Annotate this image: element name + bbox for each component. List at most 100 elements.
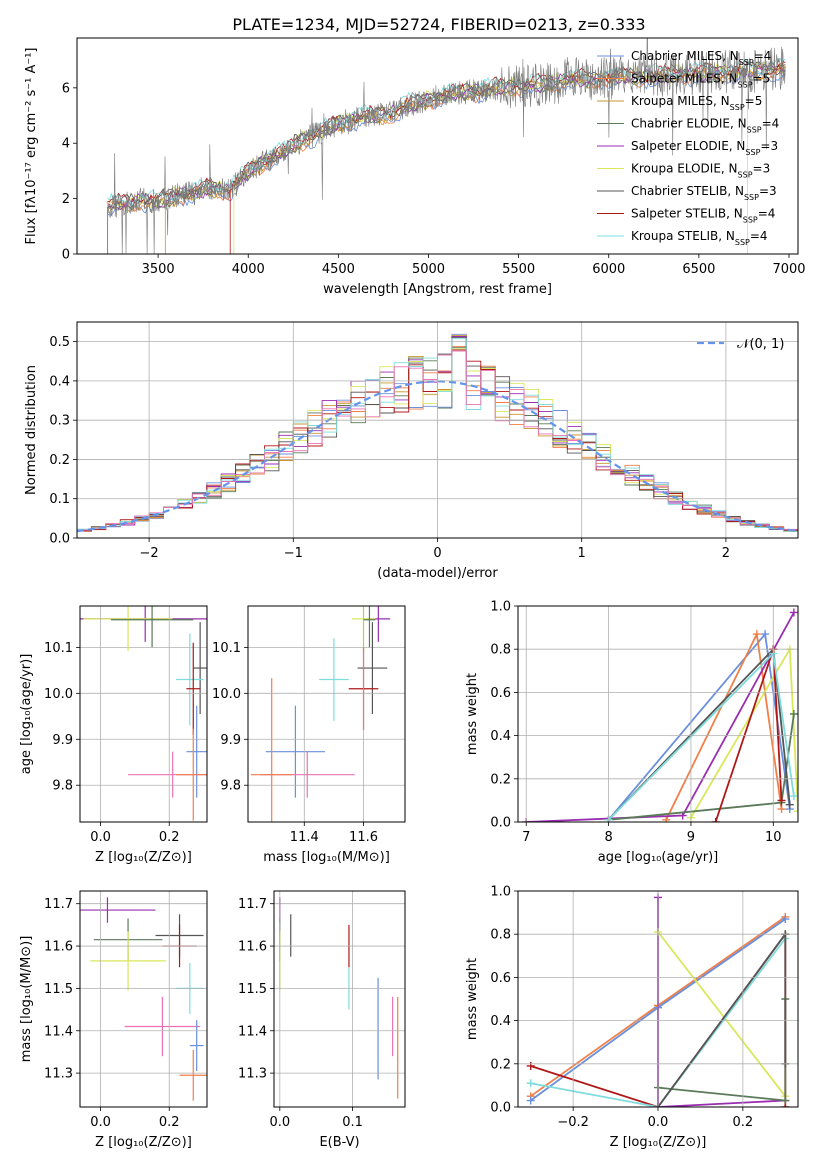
weight_vs_age-ytick-label-4: 0.8: [490, 643, 511, 658]
mass_vs_Z-xtick-label-1: 0.2: [159, 1115, 180, 1130]
spectrum-xtick-label-7: 7000: [772, 262, 805, 277]
weight_vs_age-series-4-marker-2: [789, 710, 798, 718]
age_vs_Z-ytick-label-2: 10.0: [44, 687, 73, 702]
weight_vs_age-series-0-marker-1: [761, 630, 770, 639]
mass_vs_Z-xtick-label-0: 0.0: [90, 1115, 111, 1130]
weight_vs_age-series-3-marker-2: [794, 807, 798, 816]
spectrum-frame: [76, 37, 799, 255]
residuals-xtick-label-3: 1: [578, 546, 586, 561]
weight_vs_age-series-6-marker-2: [777, 796, 786, 805]
age_vs_Z-ytick-label-3: 10.1: [44, 641, 73, 656]
mass_vs_ebv-ytick-label-0: 11.3: [238, 1067, 267, 1082]
residuals-panel: −2 −1 0 1 2 0.0 0.1 0.2 0.3 0.4 0.5 (data-model)/er…: [24, 321, 799, 581]
mass_vs_ebv-xlabel: E(B-V): [319, 1135, 359, 1150]
age_vs_Z-frame: [79, 605, 208, 823]
weight_vs_Z-ytick-label-2: 0.4: [490, 1014, 511, 1029]
spectrum-ytick-label-0: 0: [62, 248, 70, 263]
residuals-ytick-label-4: 0.4: [49, 374, 70, 389]
mass_vs_Z-ytick-label-3: 11.6: [44, 940, 73, 955]
age_vs_Z-ytick-label-1: 9.9: [52, 733, 73, 748]
age_vs_Z-panel: 0.0 0.2 9.8 9.9 10.0 10.1 Z [log₁₀(Z/Z⊙)] age […: [19, 605, 208, 865]
weight_vs_age-series-7-marker-2: [789, 792, 798, 801]
mass_vs_ebv-ytick-label-2: 11.5: [238, 982, 267, 997]
age_vs_mass-ytick-label-3: 10.1: [212, 641, 241, 656]
legend-label-4: Salpeter ELODIE, NSSP=3: [631, 139, 778, 157]
mass_vs_Z-ytick-label-0: 11.3: [44, 1067, 73, 1082]
weight_vs_age-series-4: [608, 713, 795, 821]
legend-label-6: Chabrier STELIB, NSSP=3: [631, 184, 777, 202]
spectrum-xtick-label-4: 5500: [502, 262, 535, 277]
weight_vs_age-frame: [517, 605, 799, 823]
mass_vs_Z-ytick-label-2: 11.5: [44, 982, 73, 997]
weight_vs_age-series-7: [607, 651, 795, 821]
weight_vs_age-plot-area: [522, 608, 798, 822]
residuals-xtick-label-1: −1: [284, 546, 303, 561]
spectrum-xtick-label-0: 3500: [142, 262, 175, 277]
weight_vs_age-series-2-marker-2: [789, 608, 798, 617]
legend-label-0: Chabrier MILES, NSSP=4: [631, 49, 771, 67]
mass_vs_ebv-ytick-label-1: 11.4: [238, 1024, 267, 1039]
weight_vs_Z-series-6-marker-1: [781, 1096, 790, 1105]
weight_vs_age-ytick-label-3: 0.6: [490, 686, 511, 701]
weight_vs_age-xlabel: age [log₁₀(age/yr)]: [598, 850, 719, 865]
mass_vs_ebv-xtick-label-1: 0.1: [342, 1115, 363, 1130]
age_vs_Z-plot-area: [80, 606, 207, 821]
spectrum-ytick-label-3: 6: [62, 81, 70, 96]
weight_vs_age-ylabel: mass weight: [465, 673, 480, 755]
spectrum-ylabel: Flux [fλ10⁻¹⁷ erg cm⁻² s⁻¹ A⁻¹]: [24, 48, 39, 245]
residuals-ylabel: Normed distribution: [24, 365, 39, 495]
residuals-ytick-label-2: 0.2: [49, 453, 70, 468]
age_vs_mass-plot-area: [250, 606, 391, 822]
spectrum-ytick-label-2: 4: [62, 137, 70, 152]
mass_vs_ebv-panel: 0.0 0.1 11.3 11.4 11.5 11.6 11.7 E(B-V): [238, 890, 406, 1150]
weight_vs_Z-xtick-label-0: −0.2: [557, 1115, 589, 1130]
weight_vs_age-xtick-label-1: 8: [604, 830, 612, 845]
spectrum-xtick-label-1: 4000: [232, 262, 265, 277]
residuals-xlabel: (data-model)/error: [377, 566, 498, 581]
residuals-ytick-label-3: 0.3: [49, 414, 70, 429]
age_vs_mass-panel: 11.4 11.6 9.8 9.9 10.0 10.1 mass [log₁₀(M/M⊙)]: [212, 605, 406, 865]
residuals-xtick-label-0: −2: [140, 546, 159, 561]
age_vs_Z-xlabel: Z [log₁₀(Z/Z⊙)]: [95, 850, 192, 865]
weight_vs_Z-series-3: [657, 931, 787, 1097]
weight_vs_Z-series-4-marker-0: [526, 1061, 535, 1070]
legend-label-2: Kroupa MILES, NSSP=5: [631, 94, 762, 112]
age_vs_Z-ytick-label-0: 9.8: [52, 779, 73, 794]
weight_vs_Z-ytick-label-5: 1.0: [490, 885, 511, 900]
age_vs_mass-xtick-label-0: 11.4: [290, 830, 319, 845]
residuals-ytick-label-1: 0.1: [49, 492, 70, 507]
mass_vs_Z-ytick-label-4: 11.7: [44, 897, 73, 912]
weight_vs_age-ytick-label-5: 1.0: [490, 600, 511, 615]
spectrum-plot-area: [107, 38, 786, 254]
weight_vs_Z-series-1-marker-0: [526, 1096, 535, 1105]
residuals-legend-label: 𝒩(0, 1): [737, 337, 784, 352]
weight_vs_Z-series-5-marker-0: [526, 1079, 535, 1088]
spectrum-observed: [107, 38, 786, 254]
weight_vs_age-panel: 7 8 9 10 0.0 0.2 0.4 0.6 0.8 1.0 age [log₁₀(age/yr…: [465, 600, 799, 865]
spectrum-panel: 3500 4000 4500 5000 5500 6000 6500 7000 0 2 4 6 wave…: [24, 37, 806, 297]
mass_vs_Z-ylabel: mass [log₁₀(M/M⊙)]: [19, 936, 34, 1063]
weight_vs_Z-ytick-label-4: 0.8: [490, 928, 511, 943]
spectrum-xtick-label-6: 6500: [682, 262, 715, 277]
weight_vs_Z-ytick-label-0: 0.0: [490, 1101, 511, 1116]
spectrum-ytick-label-1: 2: [62, 192, 70, 207]
weight_vs_age-series-1-marker-1: [752, 630, 761, 639]
age_vs_mass-ytick-label-0: 9.8: [220, 779, 241, 794]
weight_vs_age-series-5-marker-2: [785, 800, 794, 809]
weight_vs_Z-series-1-marker-2: [781, 915, 790, 924]
mass_vs_ebv-frame: [273, 890, 406, 1108]
residuals-xtick-label-2: 0: [433, 546, 441, 561]
mass_vs_ebv-xtick-label-0: 0.0: [269, 1115, 290, 1130]
legend-label-5: Kroupa ELODIE, NSSP=3: [631, 162, 770, 180]
age_vs_mass-frame: [247, 605, 406, 823]
legend-label-8: Kroupa STELIB, NSSP=4: [631, 229, 768, 247]
mass_vs_Z-xlabel: Z [log₁₀(Z/Z⊙)]: [95, 1135, 192, 1150]
age_vs_Z-xtick-label-0: 0.0: [90, 830, 111, 845]
weight_vs_Z-xtick-label-1: 0.0: [648, 1115, 669, 1130]
legend-label-1: Salpeter MILES, NSSP=5: [631, 72, 770, 90]
weight_vs_age-series-6-marker-0: [711, 818, 720, 822]
residuals-xtick-label-4: 2: [722, 546, 730, 561]
weight_vs_age-xtick-label-0: 7: [522, 830, 530, 845]
weight_vs_Z-ytick-label-3: 0.6: [490, 971, 511, 986]
